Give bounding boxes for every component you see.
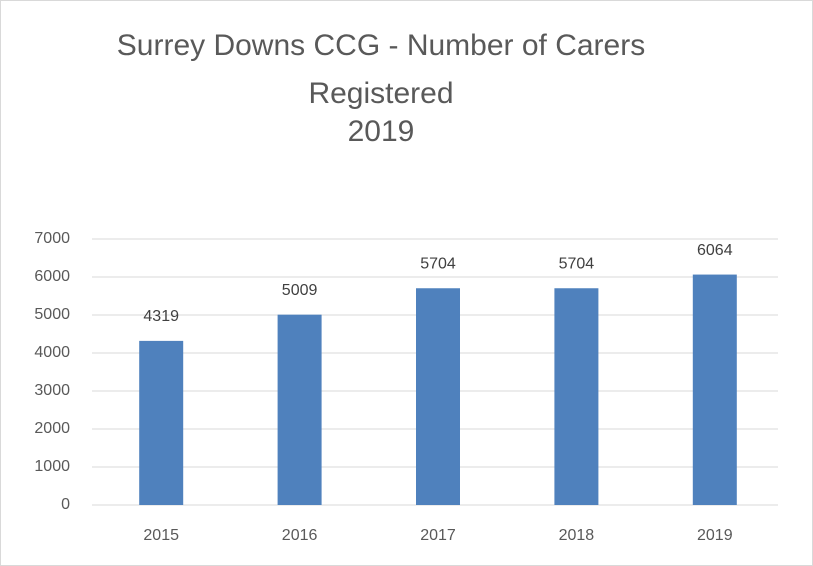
x-tick-label: 2015 — [143, 527, 179, 544]
y-tick-label: 3000 — [34, 382, 70, 399]
y-tick-label: 7000 — [34, 230, 70, 247]
bar — [554, 288, 599, 505]
y-tick-label: 5000 — [34, 306, 70, 323]
bar — [139, 340, 184, 505]
x-tick-label: 2017 — [420, 527, 456, 544]
bar — [277, 314, 322, 505]
chart-title: Registered — [308, 77, 453, 110]
bar — [692, 274, 737, 505]
y-tick-label: 6000 — [34, 268, 70, 285]
y-tick-label: 4000 — [34, 344, 70, 361]
y-tick-label: 0 — [61, 496, 70, 513]
chart-title: Surrey Downs CCG - Number of Carers — [117, 29, 645, 62]
data-label: 4319 — [143, 308, 179, 325]
x-tick-label: 2019 — [697, 527, 733, 544]
y-tick-label: 1000 — [34, 458, 70, 475]
y-tick-label: 2000 — [34, 420, 70, 437]
data-label: 5009 — [282, 282, 318, 299]
chart-title: 2019 — [348, 115, 415, 148]
x-tick-label: 2016 — [282, 527, 318, 544]
x-tick-label: 2018 — [559, 527, 595, 544]
data-label: 5704 — [420, 255, 456, 272]
data-label: 5704 — [559, 255, 595, 272]
bar — [416, 288, 460, 505]
data-label: 6064 — [697, 242, 733, 259]
